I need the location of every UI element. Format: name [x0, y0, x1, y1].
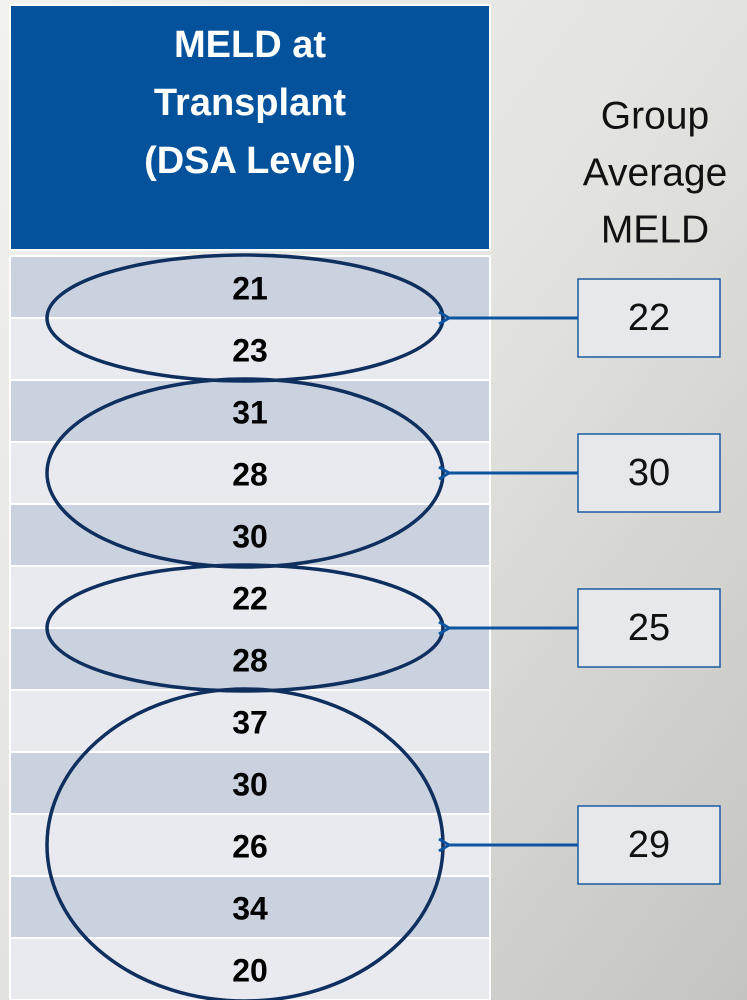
cell-value: 28: [232, 642, 268, 678]
table-header: [9, 4, 491, 251]
cell-value: 20: [232, 952, 268, 988]
cell-value: 37: [232, 704, 268, 740]
average-box: [577, 278, 721, 358]
side-label: Average: [583, 151, 728, 194]
average-value: 22: [628, 297, 670, 339]
table-row: [9, 317, 491, 381]
table-row: [9, 503, 491, 567]
table-row: [9, 441, 491, 505]
average-box: [577, 433, 721, 513]
side-label: Group: [601, 94, 709, 137]
header-text: Transplant: [154, 82, 346, 124]
table-row: [9, 255, 491, 319]
table-row: [9, 751, 491, 815]
cell-value: 21: [232, 270, 268, 306]
table-row: [9, 379, 491, 443]
table-row: [9, 627, 491, 691]
header-text: MELD at: [174, 24, 326, 66]
cell-value: 26: [232, 828, 268, 864]
cell-value: 30: [232, 766, 268, 802]
cell-value: 22: [232, 580, 268, 616]
side-label: MELD: [601, 208, 709, 251]
header-text: (DSA Level): [144, 140, 356, 182]
average-value: 29: [628, 824, 670, 866]
table-row: [9, 565, 491, 629]
cell-value: 23: [232, 332, 268, 368]
average-box: [577, 805, 721, 885]
cell-value: 34: [232, 890, 268, 926]
content: MELD at Transplant (DSA Level) Group Average…: [9, 24, 728, 1000]
cell-value: 30: [232, 518, 268, 554]
cell-value: 28: [232, 456, 268, 492]
average-value: 25: [628, 607, 670, 649]
table-row: [9, 937, 491, 1000]
average-value: 30: [628, 452, 670, 494]
table-row: [9, 689, 491, 753]
average-box: [577, 588, 721, 668]
cell-value: 31: [232, 394, 268, 430]
